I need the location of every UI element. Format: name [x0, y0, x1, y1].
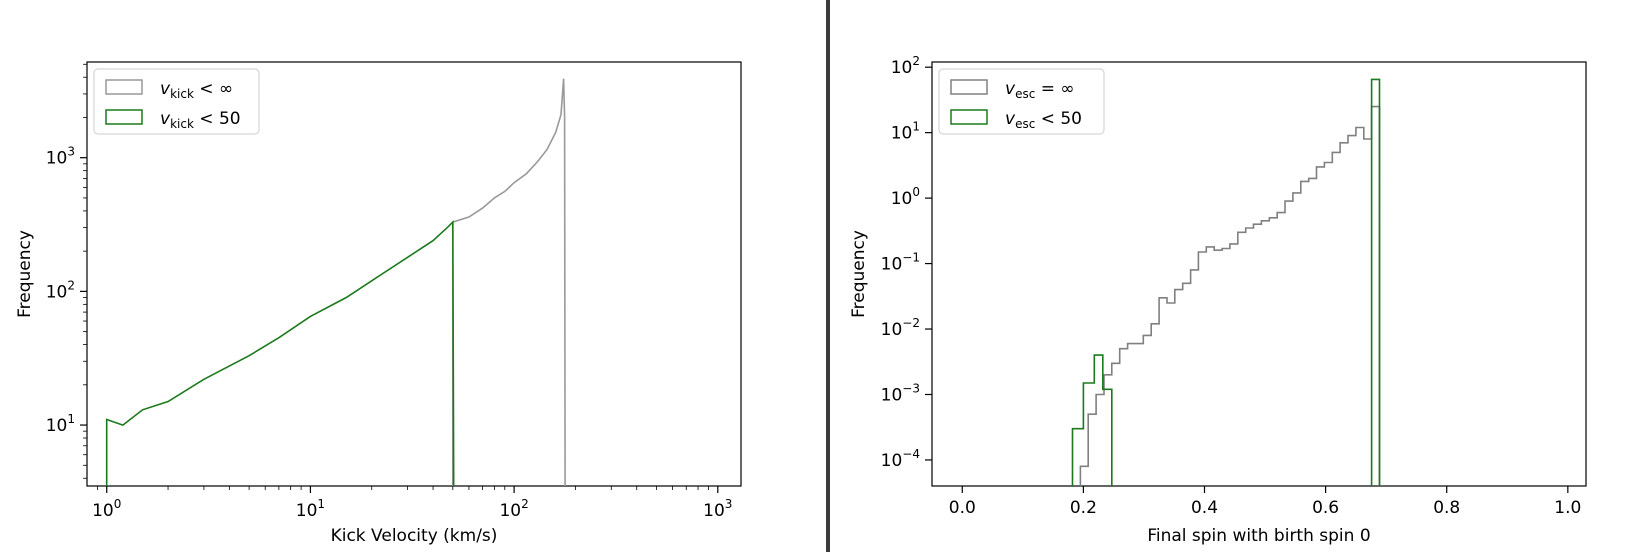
x-tick-label: 0.8: [1433, 498, 1460, 518]
x-tick-label: 0.0: [949, 498, 976, 518]
legend-swatch-0: [105, 79, 143, 95]
y-tick-label: 10−1: [881, 251, 920, 275]
histogram-series-1-peak: [1370, 78, 1381, 486]
y-tick-label: 100: [891, 185, 920, 209]
y-tick-label: 101: [891, 120, 920, 144]
y-axis-label: Frequency: [849, 230, 869, 318]
x-axis-label: Final spin with birth spin 0: [1147, 526, 1370, 546]
y-tick-label: 101: [46, 412, 75, 436]
legend: vkick < ∞ vkick < 50: [93, 68, 260, 135]
x-tick-label: 0.6: [1312, 498, 1339, 518]
legend-box: [93, 68, 260, 135]
legend-swatch-1: [950, 109, 988, 125]
y-tick-label: 10−2: [881, 316, 920, 340]
plot-frame: [931, 61, 1587, 487]
x-tick-label: 103: [703, 497, 732, 521]
series-line-0: [452, 78, 566, 487]
panel-divider: [826, 0, 830, 552]
legend-label-0: vesc = ∞: [1005, 79, 1075, 101]
x-axis-label: Kick Velocity (km/s): [331, 526, 498, 546]
kick-velocity-chart: 100 101 102 103 101 102 103 Kick Velocity (km…: [15, 61, 742, 546]
legend-swatch-1: [105, 109, 143, 125]
histogram-series-1: [1071, 354, 1113, 486]
histogram-series-0: [1079, 105, 1381, 486]
y-axis-label: Frequency: [15, 230, 35, 318]
y-tick-label: 102: [46, 278, 75, 302]
y-tick-label: 102: [891, 54, 920, 78]
legend-box: [938, 68, 1105, 135]
x-tick-label: 102: [499, 497, 528, 521]
x-tick-label: 101: [296, 497, 325, 521]
legend-label-1: vkick < 50: [160, 109, 241, 131]
legend-label-1: vesc < 50: [1005, 109, 1082, 131]
y-tick-label: 103: [46, 145, 75, 169]
series-line-1: [105, 220, 455, 487]
legend: vesc = ∞ vesc < 50: [938, 68, 1105, 135]
x-tick-label: 100: [92, 497, 121, 521]
final-spin-chart: 0.0 0.2 0.4 0.6 0.8 1.0 10−4 10−3 10−2 10−1 100 10…: [849, 54, 1587, 546]
y-tick-label: 10−4: [881, 447, 920, 471]
legend-swatch-0: [950, 79, 988, 95]
x-tick-label: 0.2: [1070, 498, 1097, 518]
legend-label-0: vkick < ∞: [160, 79, 233, 101]
y-tick-label: 10−3: [881, 381, 920, 405]
plot-frame: [86, 61, 742, 487]
x-tick-label: 0.4: [1191, 498, 1218, 518]
x-tick-label: 1.0: [1554, 498, 1581, 518]
